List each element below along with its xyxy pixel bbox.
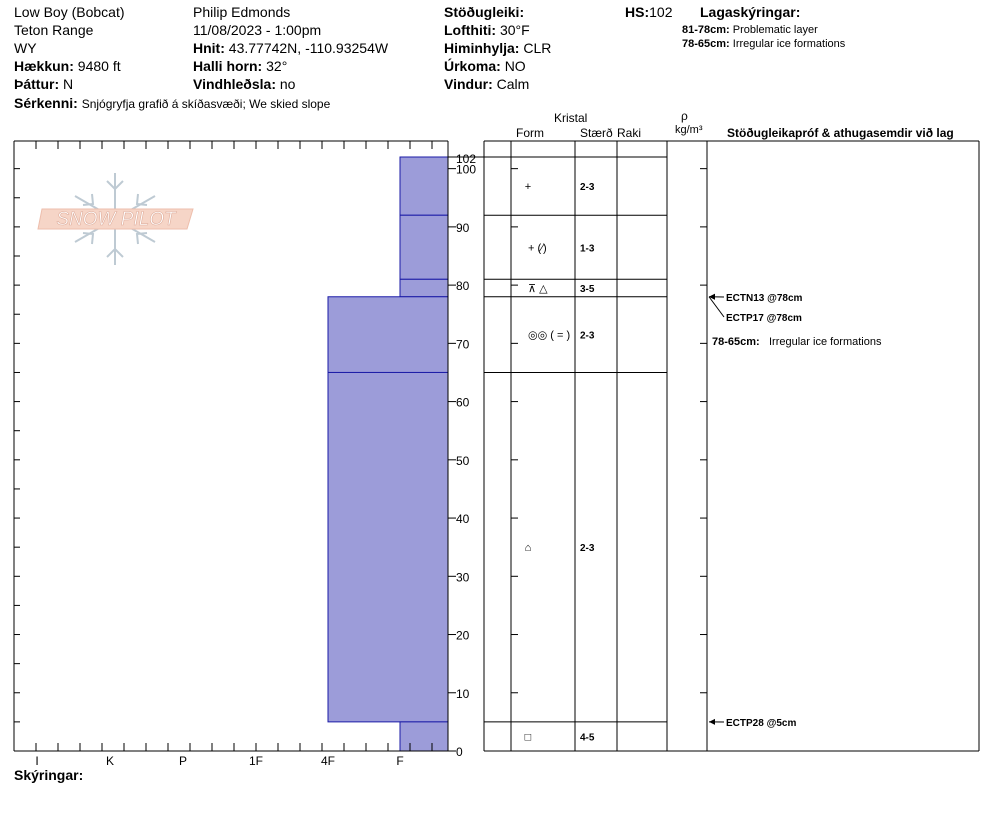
hardness-bar <box>327 371 449 723</box>
sky-cover: Himinhylja: CLR <box>444 40 551 56</box>
legend-item: 81-78cm: Problematic layer <box>682 24 818 36</box>
grain-form-symbol: ⊼ △ <box>528 283 548 295</box>
slope-value: 32° <box>266 58 288 74</box>
depth-tick-label: 70 <box>456 337 470 351</box>
logo-text: SNOW PILOT <box>56 209 177 230</box>
wind-loading: Vindhleðsla: no <box>193 76 295 92</box>
precip-value: NO <box>504 58 526 74</box>
hs-value: 102 <box>649 4 673 20</box>
wind-label: Vindur: <box>444 76 493 92</box>
test-arrow <box>709 718 715 725</box>
stability-test-label: ECTP28 @5cm <box>726 718 796 729</box>
slope-label: Halli horn: <box>193 58 263 74</box>
grain-form-symbol: + (⁄) <box>528 242 547 254</box>
elevation: Hækkun: 9480 ft <box>14 58 121 74</box>
hardness-tick-label: F <box>396 754 403 768</box>
comments-header: Stöðugleikapróf & athugasemdir við lag <box>727 126 954 140</box>
precipitation: Úrkoma: NO <box>444 58 526 74</box>
layer-comment-range: 78-65cm: <box>712 336 760 348</box>
hs: HS:102 <box>625 4 672 20</box>
coords-value: 43.77742N, -110.93254W <box>228 40 389 56</box>
aspect: Þáttur: N <box>14 76 73 92</box>
depth-tick-label: 20 <box>456 629 470 643</box>
elevation-value: 9480 ft <box>77 58 121 74</box>
features: Sérkenni: Snjógryfja grafið á skíðasvæði… <box>14 95 330 111</box>
depth-tick-label: 0 <box>456 745 463 759</box>
grain-size-value: 3-5 <box>580 284 595 295</box>
layer-comment-text: Irregular ice formations <box>769 336 882 348</box>
hardness-bar <box>327 296 449 373</box>
legend-title: Lagaskýringar: <box>700 4 801 20</box>
grain-size-value: 1-3 <box>580 243 595 254</box>
grain-size-value: 2-3 <box>580 182 595 193</box>
depth-tick-label: 102 <box>456 152 476 166</box>
grain-form-symbol: + <box>525 181 531 193</box>
air-temp-value: 30°F <box>499 22 530 38</box>
hardness-bar <box>399 721 449 752</box>
hardness-tick-label: P <box>179 754 187 768</box>
hardness-tick-label: 4F <box>321 754 335 768</box>
grain-form-symbol: □ <box>525 731 532 743</box>
grain-form-symbol: ◎◎ ( = ) <box>528 330 570 342</box>
grain-size-value: 2-3 <box>580 331 595 342</box>
wind-value: Calm <box>496 76 530 92</box>
hardness-tick-label: 1F <box>249 754 263 768</box>
observer: Philip Edmonds <box>193 4 291 20</box>
stability: Stöðugleiki: <box>444 4 524 20</box>
wind-loading-value: no <box>279 76 296 92</box>
test-leader-line <box>708 296 725 318</box>
wind: Vindur: Calm <box>444 76 529 92</box>
elevation-label: Hækkun: <box>14 58 74 74</box>
state-name: WY <box>14 40 37 56</box>
stability-test-label: ECTP17 @78cm <box>726 313 802 324</box>
depth-tick-label: 90 <box>456 221 470 235</box>
depth-tick-label: 80 <box>456 279 470 293</box>
sky-value: CLR <box>523 40 552 56</box>
features-value: Snjógryfja grafið á skíðasvæði; We skied… <box>81 97 331 111</box>
air-temp: Lofthiti: 30°F <box>444 22 530 38</box>
depth-tick-label: 10 <box>456 687 470 701</box>
legend-item: 78-65cm: Irregular ice formations <box>682 38 846 50</box>
rho-header: ρ <box>681 109 688 123</box>
precip-label: Úrkoma: <box>444 58 501 74</box>
hardness-bar <box>399 214 449 280</box>
grain-size-value: 4-5 <box>580 732 595 743</box>
coordinates: Hnit: 43.77742N, -110.93254W <box>193 40 388 56</box>
depth-tick-label: 30 <box>456 570 470 584</box>
air-temp-label: Lofthiti: <box>444 22 497 38</box>
slope-angle: Halli horn: 32° <box>193 58 287 74</box>
size-header: Stærð <box>580 126 613 140</box>
density-unit-header: kg/m³ <box>675 124 703 136</box>
range-name: Teton Range <box>14 22 94 38</box>
hardness-tick-label: K <box>106 754 114 768</box>
depth-tick-label: 40 <box>456 512 470 526</box>
features-label: Sérkenni: <box>14 95 78 111</box>
depth-tick-label: 50 <box>456 454 470 468</box>
test-arrow <box>709 293 715 300</box>
stability-test-label: ECTN13 @78cm <box>726 293 803 304</box>
coords-label: Hnit: <box>193 40 225 56</box>
hardness-bar <box>399 156 449 216</box>
hardness-tick-label: I <box>35 754 38 768</box>
aspect-label: Þáttur: <box>14 76 60 92</box>
aspect-value: N <box>63 76 74 92</box>
grain-size-value: 2-3 <box>580 543 595 554</box>
location-name: Low Boy (Bobcat) <box>14 4 125 20</box>
snowpilot-logo: SNOW PILOT <box>37 173 194 265</box>
wind-loading-label: Vindhleðsla: <box>193 76 276 92</box>
notes-label: Skýringar: <box>14 767 84 783</box>
grain-form-symbol: ⌂ <box>525 542 532 554</box>
notes: Skýringar: <box>14 767 83 783</box>
hardness-bar <box>399 278 449 298</box>
crystal-header: Kristal <box>554 111 588 125</box>
depth-tick-label: 60 <box>456 396 470 410</box>
form-header: Form <box>516 126 544 140</box>
hs-label: HS: <box>625 4 650 20</box>
depth-tick-label: 100 <box>456 163 476 177</box>
stability-label: Stöðugleiki: <box>444 4 525 20</box>
sky-label: Himinhylja: <box>444 40 520 56</box>
moisture-header: Raki <box>617 126 642 140</box>
datetime: 11/08/2023 - 1:00pm <box>193 22 322 38</box>
